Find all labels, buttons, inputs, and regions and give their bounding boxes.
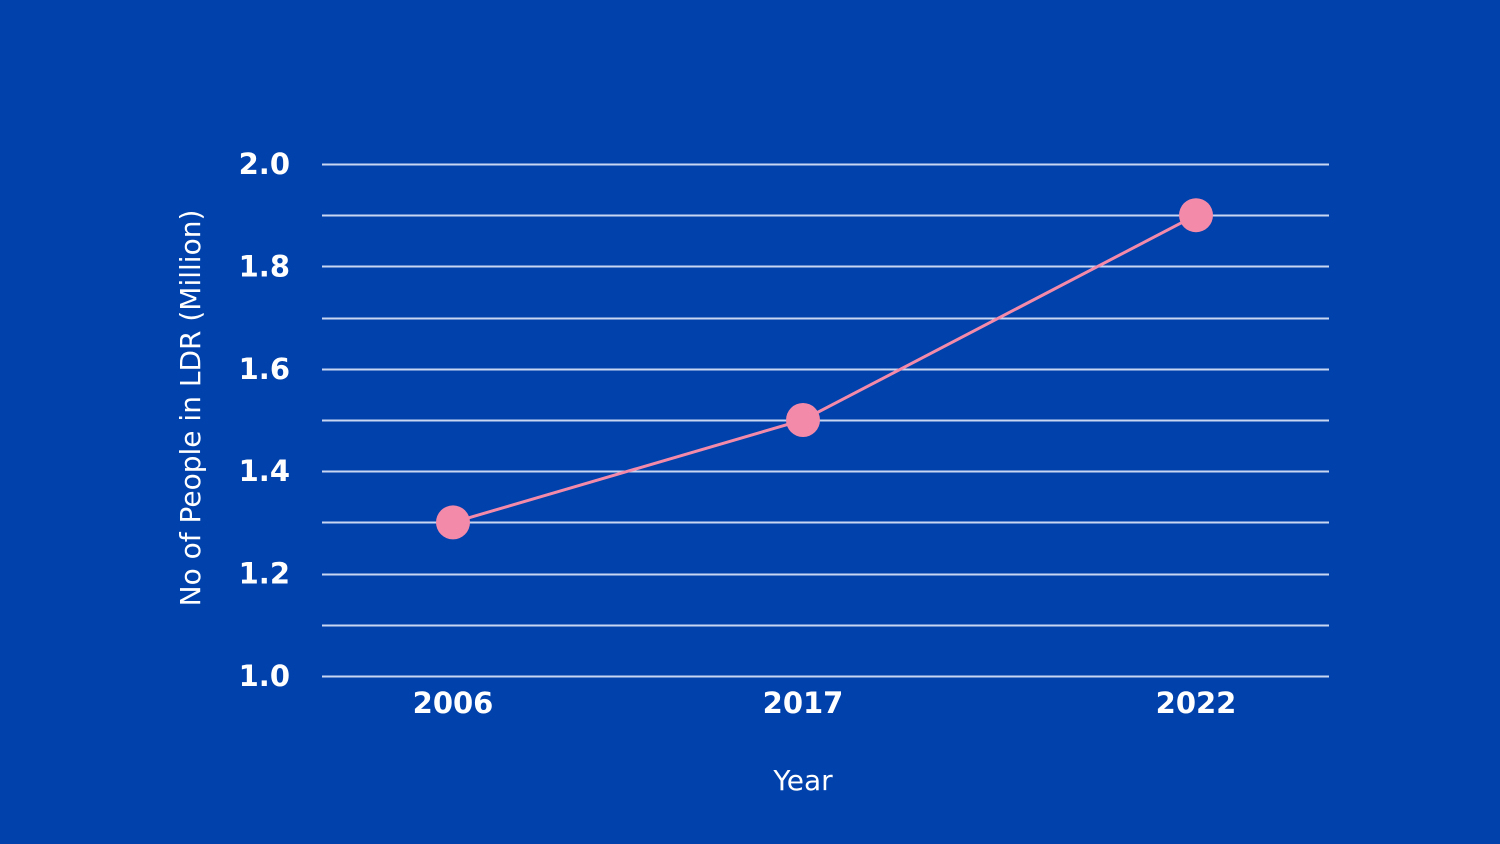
y-tick-label: 1.6	[239, 352, 290, 386]
data-point	[436, 505, 470, 540]
x-tick-label: 2022	[1156, 686, 1237, 720]
x-tick-label: 2017	[763, 686, 844, 720]
grid-lines	[322, 163, 1329, 678]
y-tick-label: 1.2	[239, 557, 290, 591]
y-axis-label: No of People in LDR (Million)	[174, 210, 207, 607]
y-tick-label: 1.8	[239, 249, 290, 283]
series-layer	[436, 198, 1213, 540]
x-axis-label: Year	[772, 764, 833, 797]
y-axis-ticks: 1.0 1.2 1.4 1.6 1.8 2.0	[239, 147, 290, 693]
data-point	[1179, 198, 1213, 233]
data-point	[786, 403, 820, 437]
y-tick-label: 1.0	[239, 659, 290, 693]
y-tick-label: 1.4	[239, 454, 290, 488]
y-tick-label: 2.0	[239, 147, 290, 181]
x-tick-label: 2006	[413, 686, 494, 720]
x-axis-ticks: 2006 2017 2022	[413, 686, 1237, 720]
